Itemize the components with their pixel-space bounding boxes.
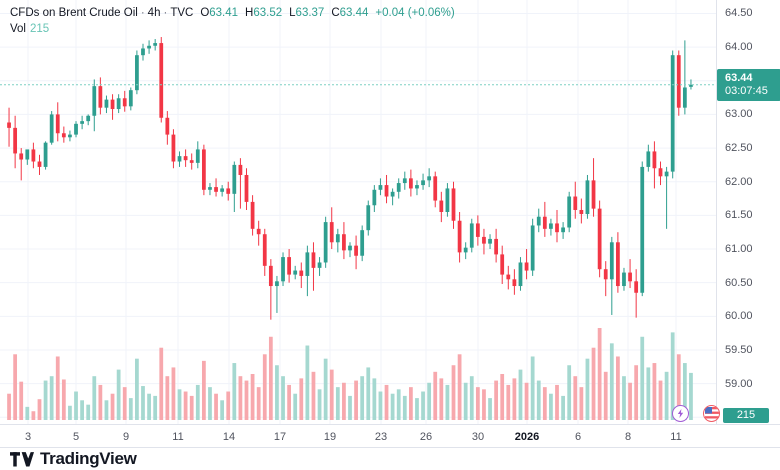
time-tick: 9 <box>122 431 130 443</box>
lightning-bolt-icon[interactable] <box>672 405 689 422</box>
time-tick: 17 <box>273 431 287 443</box>
current-price-tag[interactable]: 63.44 03:07:45 <box>717 68 780 101</box>
us-flag-icon[interactable] <box>703 405 720 422</box>
time-tick: 8 <box>624 431 632 443</box>
time-tick: 11 <box>670 431 682 443</box>
time-tick: 30 <box>471 431 485 443</box>
price-tick: 61.00 <box>725 243 753 256</box>
time-tick: 19 <box>323 431 337 443</box>
time-tick: 2026 <box>514 431 540 443</box>
tradingview-mark-icon <box>10 451 34 466</box>
time-tick: 11 <box>172 431 184 443</box>
tradingview-logo[interactable]: TradingView <box>10 449 137 469</box>
time-axis[interactable]: 3 5 9 11 14 17 19 23 26 30 2026 6 8 11 <box>0 424 780 448</box>
price-tick: 60.00 <box>725 310 753 323</box>
price-tick: 62.50 <box>725 142 753 155</box>
price-tick: 64.50 <box>725 7 753 20</box>
time-tick: 5 <box>72 431 80 443</box>
price-tick: 59.50 <box>725 343 753 356</box>
time-tick: 14 <box>222 431 236 443</box>
time-tick: 3 <box>24 431 32 443</box>
price-tick: 59.00 <box>725 377 753 390</box>
tradingview-wordmark: TradingView <box>40 449 137 468</box>
candlestick-series <box>0 37 716 420</box>
price-tick: 61.50 <box>725 209 753 222</box>
price-tick: 60.50 <box>725 276 753 289</box>
current-price-value: 63.44 <box>725 71 753 84</box>
price-tick: 64.00 <box>725 41 753 54</box>
time-tick: 6 <box>574 431 582 443</box>
price-axis[interactable]: 64.5064.0063.5063.0062.5062.0061.5061.00… <box>716 0 780 424</box>
volume-value-tag[interactable]: 215 <box>723 408 769 423</box>
price-tick: 62.00 <box>725 175 753 188</box>
chart-gridlines <box>0 0 716 424</box>
chart-plot-area[interactable] <box>0 0 716 424</box>
time-tick: 26 <box>419 431 433 443</box>
bar-countdown: 03:07:45 <box>725 84 768 97</box>
price-tick: 63.00 <box>725 108 753 121</box>
chart-status-badges <box>672 405 720 422</box>
time-tick: 23 <box>374 431 388 443</box>
